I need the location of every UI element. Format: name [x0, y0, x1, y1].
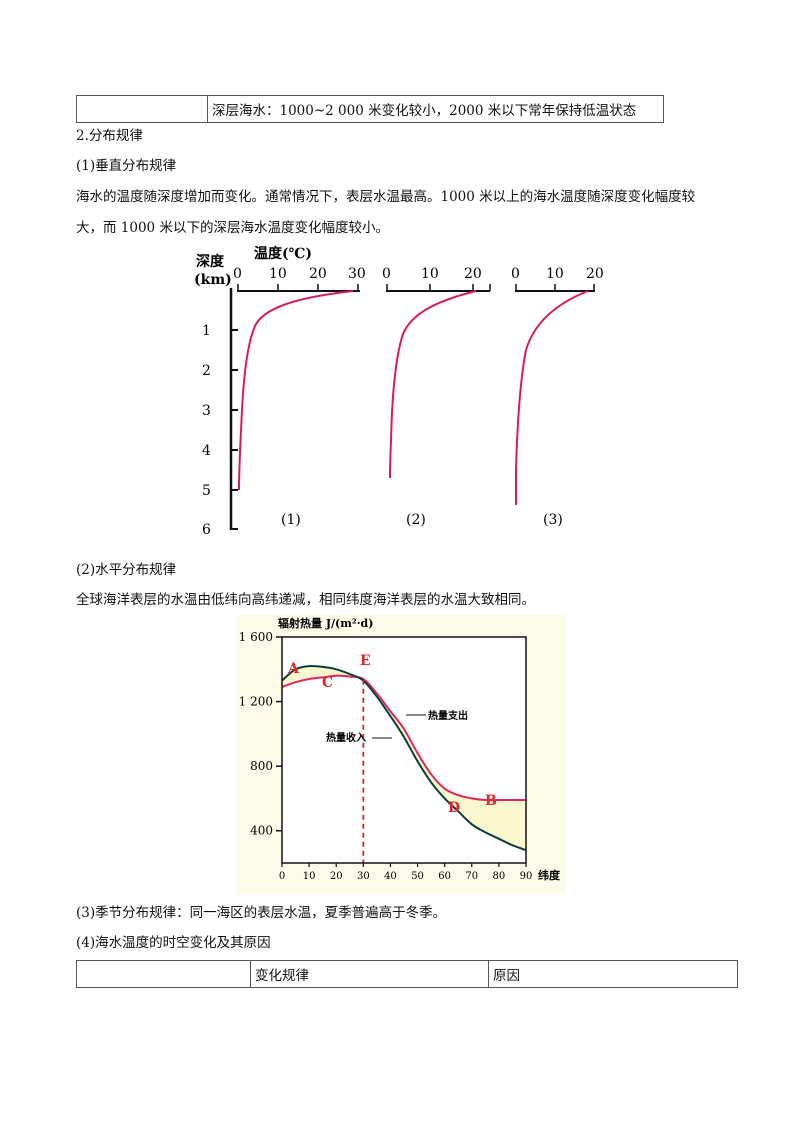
annotation-A: A [287, 661, 300, 677]
paragraph-2: 全球海洋表层的水温由低纬向高纬递减，相同纬度海洋表层的水温大致相同。 [76, 592, 535, 608]
panel-1-tick-0: 0 [233, 266, 242, 282]
annotation-D: D [448, 800, 460, 816]
panel-1-tick-10: 10 [269, 266, 287, 282]
annotation-E: E [360, 653, 371, 669]
paragraph-1-line-2: 大，而 1000 米以下的深层海水温度变化幅度较小。 [76, 220, 389, 236]
x-tick-label: 80 [493, 871, 506, 882]
x-tick-label: 10 [303, 871, 316, 882]
panel-3-profile-curve [515, 290, 589, 505]
depth-unit: (km) [194, 272, 232, 288]
x-tick-label: 50 [411, 871, 424, 882]
bottom-table: 变化规律 原因 [76, 960, 738, 988]
paragraph-1-line-1: 海水的温度随深度增加而变化。通常情况下，表层水温最高。1000 米以上的海水温度… [76, 189, 696, 205]
panel-3-caption: (3) [543, 512, 563, 528]
panel-1-tick-30: 30 [348, 266, 366, 282]
series-heat-expense-line [281, 674, 526, 802]
depth-tick-4: 4 [202, 443, 211, 459]
depth-label: 深度 [196, 253, 225, 270]
panel-2-tick-10: 10 [421, 266, 439, 282]
x-tick-label: 70 [465, 871, 478, 882]
depth-tick-5: 5 [202, 483, 211, 499]
panel-2-caption: (2) [406, 512, 426, 528]
depth-tick-3: 3 [202, 403, 211, 419]
annotation-B: B [485, 793, 497, 809]
x-tick-label: 20 [330, 871, 343, 882]
bottom-table-cell-empty [76, 960, 251, 988]
panel-2-tick-0: 0 [382, 266, 391, 282]
section-4-title: (4)海水温度的时空变化及其原因 [76, 935, 271, 951]
bottom-table-header-reason: 原因 [488, 960, 738, 988]
panel-1-profile-curve [238, 290, 354, 491]
panel-1-tick-20: 20 [309, 266, 327, 282]
x-tick-label: 60 [438, 871, 451, 882]
depth-tick-6: 6 [202, 522, 211, 538]
y-tick-label: 1 600 [239, 630, 273, 644]
subsection-2-title: (2)水平分布规律 [76, 562, 177, 578]
x-tick-label: 90 [520, 871, 533, 882]
x-axis-label: 纬度 [538, 868, 561, 882]
depth-tick-1: 1 [202, 323, 211, 339]
y-axis-label: 辐射热量 J/(m²·d) [278, 616, 373, 630]
panel-2-tick-20: 20 [464, 266, 482, 282]
label-heat-income: 热量收入 [326, 731, 366, 744]
panel-2-profile-curve [389, 290, 477, 479]
plot-frame [281, 636, 527, 864]
annotation-C: C [322, 675, 333, 691]
panel-1-caption: (1) [281, 512, 301, 528]
x-tick-label: 40 [384, 871, 397, 882]
y-tick-label: 400 [250, 824, 273, 838]
bottom-table-header-pattern: 变化规律 [250, 960, 489, 988]
depth-ticks [231, 329, 238, 530]
top-table-cell-deep-sea: 深层海水：1000~2 000 米变化较小，2000 米以下常年保持低温状态 [207, 95, 664, 123]
top-table-cell-empty [76, 95, 208, 123]
x-tick-label: 0 [279, 871, 285, 882]
subsection-1-title: (1)垂直分布规律 [76, 158, 177, 174]
depth-tick-2: 2 [202, 363, 211, 379]
series-heat-income-line [281, 664, 527, 852]
top-table: 深层海水：1000~2 000 米变化较小，2000 米以下常年保持低温状态 [76, 95, 664, 123]
profile-panel-2: 0 10 20 (2) [382, 266, 491, 528]
panel-3-tick-10: 10 [546, 266, 564, 282]
radiation-heat-chart: 辐射热量 J/(m²·d) 400 800 1 200 1 600 0 10 20 30 40… [236, 615, 566, 895]
label-heat-expense: 热量支出 [428, 709, 468, 722]
panel-3-tick-0: 0 [511, 266, 520, 282]
temperature-label: 温度(℃) [254, 245, 312, 262]
section-3: (3)季节分布规律：同一海区的表层水温，夏季普遍高于冬季。 [76, 905, 447, 921]
y-tick-label: 1 200 [239, 695, 273, 709]
y-tick-label: 800 [250, 759, 273, 773]
heat-difference-band [282, 666, 526, 851]
section-2-title: 2.分布规律 [76, 128, 143, 144]
panel-3-tick-20: 20 [586, 266, 604, 282]
profile-panel-1: 0 10 20 30 (1) [233, 266, 366, 528]
vertical-temperature-figure: 深度 (km) 温度(℃) 1 2 3 4 5 6 0 10 20 30 (1)… [194, 245, 604, 538]
profile-panel-3: 0 10 20 (3) [511, 266, 604, 528]
x-tick-label: 30 [357, 871, 370, 882]
